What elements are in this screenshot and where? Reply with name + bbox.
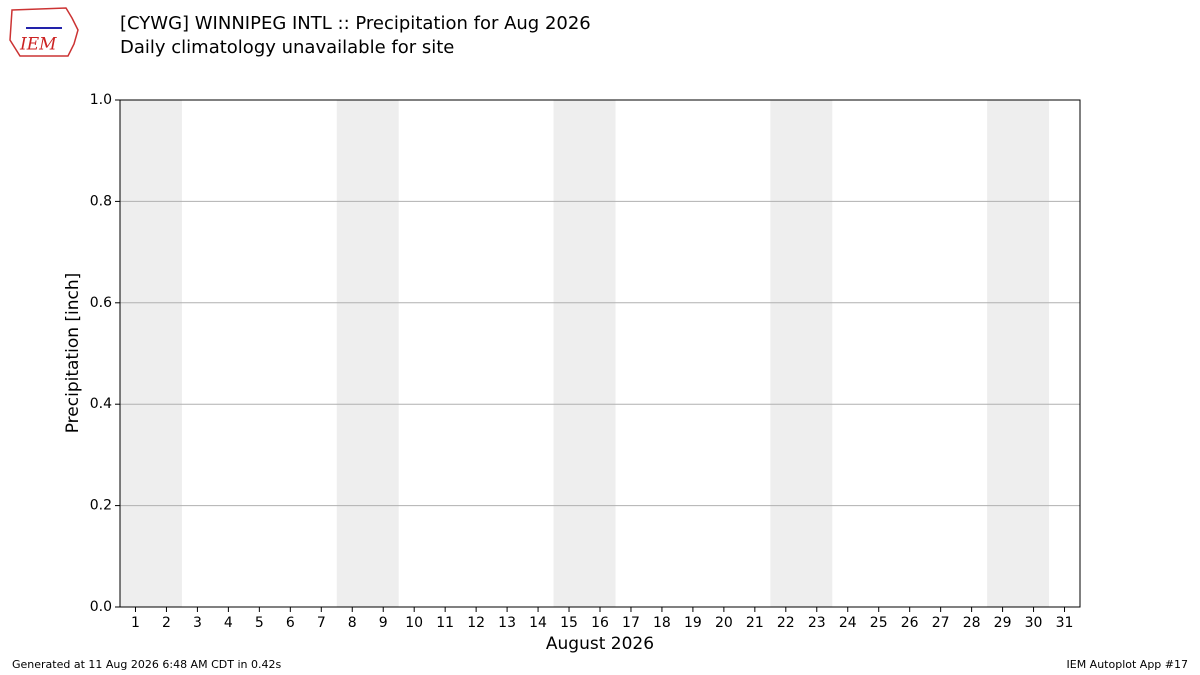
x-tick-label: 10 bbox=[405, 615, 423, 631]
chart-subtitle: Daily climatology unavailable for site bbox=[120, 37, 454, 58]
x-tick-label: 7 bbox=[317, 615, 326, 631]
y-tick-label: 0.2 bbox=[90, 498, 112, 514]
x-tick-label: 3 bbox=[193, 615, 202, 631]
weekend-band bbox=[120, 100, 182, 607]
x-tick-label: 18 bbox=[653, 615, 671, 631]
x-tick-label: 1 bbox=[131, 615, 140, 631]
x-tick-label: 2 bbox=[162, 615, 171, 631]
y-tick-label: 1.0 bbox=[90, 92, 112, 108]
footer-left: Generated at 11 Aug 2026 6:48 AM CDT in … bbox=[12, 658, 281, 671]
x-tick-label: 29 bbox=[994, 615, 1012, 631]
x-tick-label: 27 bbox=[932, 615, 950, 631]
x-tick-label: 19 bbox=[684, 615, 702, 631]
x-tick-label: 15 bbox=[560, 615, 578, 631]
x-tick-label: 14 bbox=[529, 615, 547, 631]
x-tick-label: 23 bbox=[808, 615, 826, 631]
y-tick-label: 0.6 bbox=[90, 295, 112, 311]
x-tick-label: 21 bbox=[746, 615, 764, 631]
x-tick-label: 25 bbox=[870, 615, 888, 631]
y-tick-label: 0.4 bbox=[90, 396, 112, 412]
logo-outline bbox=[9, 7, 79, 57]
weekend-band bbox=[987, 100, 1050, 607]
logo-text: IEM bbox=[19, 35, 57, 55]
x-tick-label: 17 bbox=[622, 615, 640, 631]
x-tick-label: 20 bbox=[715, 615, 733, 631]
x-tick-label: 12 bbox=[467, 615, 485, 631]
x-tick-label: 31 bbox=[1056, 615, 1074, 631]
x-tick-label: 22 bbox=[777, 615, 795, 631]
x-tick-label: 24 bbox=[839, 615, 857, 631]
y-tick-label: 0.0 bbox=[90, 599, 112, 615]
plot-frame bbox=[119, 99, 1081, 608]
footer-right: IEM Autoplot App #17 bbox=[1067, 658, 1189, 671]
x-tick-label: 6 bbox=[286, 615, 295, 631]
weekend-band bbox=[770, 100, 833, 607]
chart-title: [CYWG] WINNIPEG INTL :: Precipitation fo… bbox=[120, 13, 591, 34]
x-tick-label: 11 bbox=[436, 615, 454, 631]
x-tick-label: 9 bbox=[379, 615, 388, 631]
y-tick-label: 0.8 bbox=[90, 193, 112, 209]
y-axis-label: Precipitation [inch] bbox=[63, 273, 83, 434]
logo: IEM bbox=[9, 7, 79, 57]
x-tick-label: 16 bbox=[591, 615, 609, 631]
x-tick-label: 4 bbox=[224, 615, 233, 631]
x-tick-label: 8 bbox=[348, 615, 357, 631]
x-tick-label: 28 bbox=[963, 615, 981, 631]
weekend-band bbox=[336, 100, 399, 607]
x-axis-label: August 2026 bbox=[546, 634, 654, 654]
x-tick-label: 5 bbox=[255, 615, 264, 631]
weekend-band bbox=[553, 100, 616, 607]
x-tick-label: 13 bbox=[498, 615, 516, 631]
x-tick-label: 26 bbox=[901, 615, 919, 631]
x-tick-label: 30 bbox=[1025, 615, 1043, 631]
